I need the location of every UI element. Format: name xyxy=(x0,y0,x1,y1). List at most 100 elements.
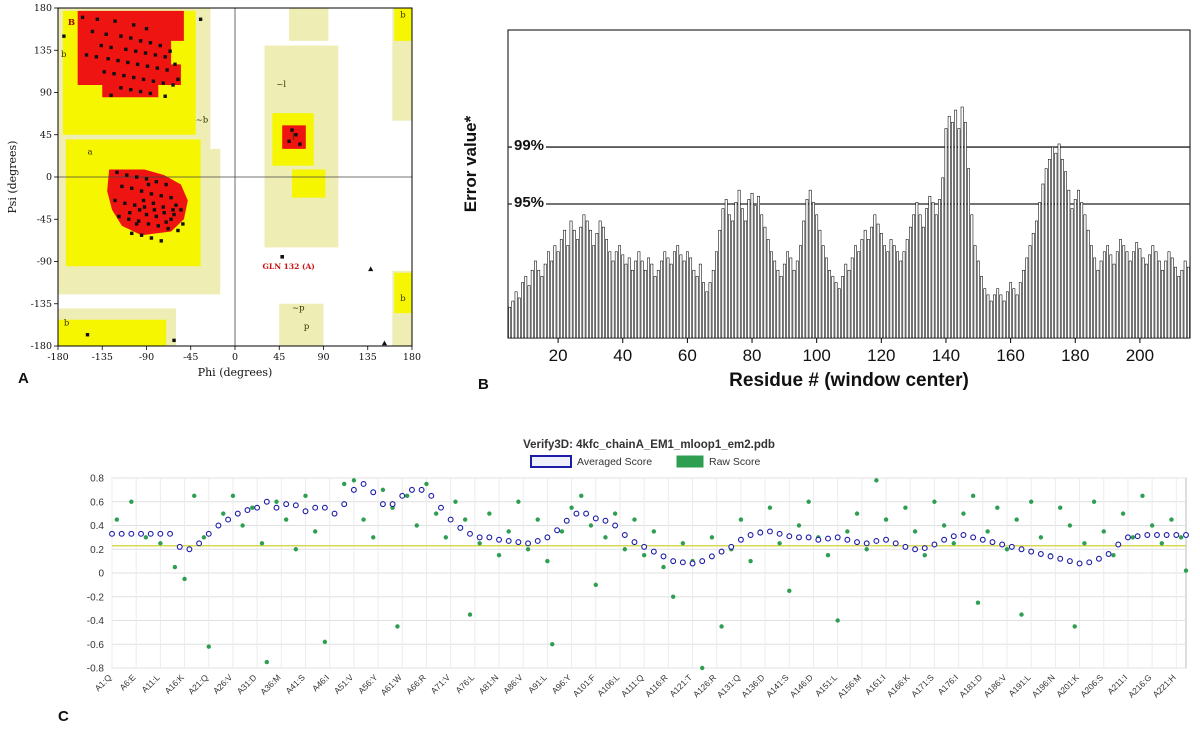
svg-text:0: 0 xyxy=(46,172,52,183)
svg-text:A81:N: A81:N xyxy=(477,672,501,696)
svg-text:-135: -135 xyxy=(92,352,113,363)
svg-text:p: p xyxy=(304,322,310,332)
svg-text:A71:V: A71:V xyxy=(429,672,453,696)
svg-text:A21:Q: A21:Q xyxy=(186,672,210,696)
svg-text:GLN 132 (A): GLN 132 (A) xyxy=(263,262,315,271)
svg-text:b: b xyxy=(64,318,70,328)
svg-text:A111:Q: A111:Q xyxy=(619,672,646,699)
svg-text:~l: ~l xyxy=(276,80,286,90)
svg-text:Averaged Score: Averaged Score xyxy=(577,456,652,468)
svg-text:200: 200 xyxy=(1126,346,1154,365)
svg-text:-45: -45 xyxy=(183,352,198,363)
svg-text:45: 45 xyxy=(40,130,52,141)
svg-text:A221:H: A221:H xyxy=(1151,672,1178,699)
svg-text:0.4: 0.4 xyxy=(90,521,104,532)
svg-text:l: l xyxy=(292,132,295,142)
svg-text:180: 180 xyxy=(403,352,421,363)
svg-text:a: a xyxy=(88,147,93,157)
panel-b-label: B xyxy=(478,376,489,393)
panel-c-label: C xyxy=(58,708,69,725)
svg-text:A131:Q: A131:Q xyxy=(715,672,743,700)
svg-text:0.2: 0.2 xyxy=(90,545,104,556)
svg-text:-0.2: -0.2 xyxy=(87,592,105,603)
svg-text:A161:I: A161:I xyxy=(863,672,887,696)
svg-text:A56:Y: A56:Y xyxy=(356,672,380,696)
svg-text:A31:D: A31:D xyxy=(235,672,259,696)
svg-text:A6:E: A6:E xyxy=(117,672,137,692)
svg-text:-0.8: -0.8 xyxy=(87,664,105,675)
panel-b-errat: 99% 95% 20 40 60 80 100 120 140 160 180 200 Residue … xyxy=(460,0,1200,400)
svg-text:0.6: 0.6 xyxy=(90,497,104,508)
svg-text:A1:Q: A1:Q xyxy=(93,672,114,693)
svg-text:180: 180 xyxy=(34,3,52,14)
svg-text:90: 90 xyxy=(317,352,329,363)
svg-text:b: b xyxy=(400,294,406,304)
svg-text:A166:K: A166:K xyxy=(885,672,912,699)
svg-text:b: b xyxy=(400,10,406,20)
svg-text:0.8: 0.8 xyxy=(90,474,104,485)
svg-text:-0.6: -0.6 xyxy=(87,640,105,651)
svg-text:-90: -90 xyxy=(139,352,154,363)
svg-text:Verify3D: 4kfc_chainA_EM1_mloo: Verify3D: 4kfc_chainA_EM1_mloop1_em2.pdb xyxy=(523,439,775,451)
svg-text:-90: -90 xyxy=(37,257,52,268)
svg-text:A26:V: A26:V xyxy=(211,672,235,696)
svg-text:A86:V: A86:V xyxy=(501,672,525,696)
svg-text:A171:S: A171:S xyxy=(909,672,936,699)
svg-text:A216:G: A216:G xyxy=(1126,672,1153,699)
svg-text:-45: -45 xyxy=(37,214,52,225)
svg-text:80: 80 xyxy=(743,346,762,365)
svg-text:~p: ~p xyxy=(292,303,305,313)
svg-text:A191:L: A191:L xyxy=(1006,672,1032,698)
svg-text:A126:R: A126:R xyxy=(691,672,718,699)
svg-text:A61:W: A61:W xyxy=(379,672,404,697)
svg-text:A51:V: A51:V xyxy=(332,672,356,696)
ramachandran-plot: Bb a ~l l ~p p b b b ~b GLN 132 (A) -180-180 -135 -13… xyxy=(6,3,421,379)
svg-text:Residue # (window center): Residue # (window center) xyxy=(729,370,969,391)
svg-text:Raw Score: Raw Score xyxy=(709,456,761,468)
svg-text:40: 40 xyxy=(613,346,632,365)
svg-text:A16:K: A16:K xyxy=(163,672,187,696)
svg-text:160: 160 xyxy=(996,346,1024,365)
svg-text:135: 135 xyxy=(359,352,377,363)
verify3d-plot: Verify3D: 4kfc_chainA_EM1_mloop1_em2.pdb… xyxy=(87,439,1189,700)
panel-a-label: A xyxy=(18,370,29,387)
svg-text:120: 120 xyxy=(867,346,895,365)
svg-text:95%: 95% xyxy=(514,194,544,211)
svg-text:135: 135 xyxy=(34,45,52,56)
svg-text:Phi (degrees): Phi (degrees) xyxy=(198,366,273,379)
svg-text:A196:N: A196:N xyxy=(1030,672,1057,699)
svg-text:A156:M: A156:M xyxy=(835,672,863,700)
svg-text:A186:V: A186:V xyxy=(982,672,1009,699)
svg-text:A206:S: A206:S xyxy=(1078,672,1105,699)
svg-text:45: 45 xyxy=(273,352,285,363)
svg-text:A41:S: A41:S xyxy=(283,672,307,696)
svg-text:A136:D: A136:D xyxy=(739,672,766,699)
svg-text:90: 90 xyxy=(40,88,52,99)
svg-text:A76:L: A76:L xyxy=(453,672,476,695)
svg-text:A116:R: A116:R xyxy=(643,672,670,699)
svg-text:B: B xyxy=(68,18,75,28)
svg-text:A11:L: A11:L xyxy=(139,672,162,695)
svg-text:20: 20 xyxy=(549,346,568,365)
svg-text:99%: 99% xyxy=(514,137,544,154)
svg-text:A146:D: A146:D xyxy=(788,672,815,699)
svg-text:140: 140 xyxy=(932,346,960,365)
svg-text:100: 100 xyxy=(802,346,830,365)
svg-text:-180: -180 xyxy=(47,352,68,363)
svg-text:A46:I: A46:I xyxy=(310,672,331,693)
svg-text:A96:Y: A96:Y xyxy=(550,672,574,696)
svg-text:A66:R: A66:R xyxy=(404,672,428,696)
svg-text:A91:L: A91:L xyxy=(526,672,549,695)
panel-c-verify3d: Verify3D: 4kfc_chainA_EM1_mloop1_em2.pdb… xyxy=(0,434,1200,734)
svg-text:Error value*: Error value* xyxy=(461,115,480,212)
svg-text:b: b xyxy=(61,50,67,60)
svg-text:A141:S: A141:S xyxy=(764,672,791,699)
svg-text:A36:M: A36:M xyxy=(258,672,282,696)
svg-text:180: 180 xyxy=(1061,346,1089,365)
svg-text:0: 0 xyxy=(98,569,104,580)
svg-text:A201:K: A201:K xyxy=(1054,672,1081,699)
svg-text:0: 0 xyxy=(232,352,238,363)
svg-text:-180: -180 xyxy=(31,341,52,352)
svg-text:A151:L: A151:L xyxy=(813,672,839,698)
